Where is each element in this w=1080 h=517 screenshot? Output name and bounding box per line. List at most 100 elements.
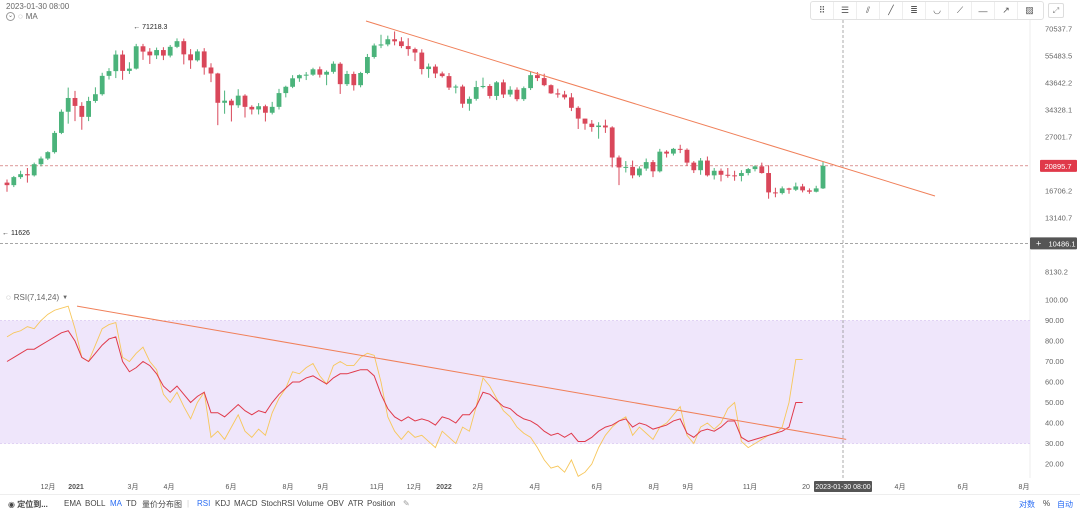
indicator-volume-profile[interactable]: 量价分布图 bbox=[142, 500, 182, 509]
candle-body bbox=[745, 169, 751, 174]
time-tick-label: 3月 bbox=[128, 483, 139, 491]
price-tick-label: 34328.1 bbox=[1045, 105, 1072, 114]
horizontal-lines-icon[interactable]: ☰ bbox=[834, 2, 857, 19]
rsi-tick-label: 30.00 bbox=[1045, 439, 1064, 448]
candle-body bbox=[623, 166, 629, 168]
fullscreen-icon[interactable]: ⤢ bbox=[1048, 3, 1064, 18]
ma-label[interactable]: MA bbox=[25, 12, 38, 21]
indicator-stochrsi[interactable]: StochRSI bbox=[261, 499, 295, 508]
drawing-toolbar: ⠿ ☰ ⫽ ╱ ≣ ◡ ⟋ — ↗ ▨ bbox=[810, 1, 1044, 20]
candle-body bbox=[154, 50, 159, 56]
candle-body bbox=[113, 54, 119, 72]
candle-body bbox=[820, 165, 826, 189]
rsi-tick-label: 40.00 bbox=[1045, 419, 1064, 428]
rsi-dropdown-icon[interactable]: ▼ bbox=[62, 294, 69, 301]
indicator-obv[interactable]: OBV bbox=[327, 499, 344, 508]
indicator-boll[interactable]: BOLL bbox=[85, 499, 106, 508]
candle-body bbox=[752, 166, 758, 170]
candle-body bbox=[242, 95, 248, 107]
candle-body bbox=[487, 85, 493, 96]
time-tick-label: 12月 bbox=[41, 483, 56, 491]
candle-body bbox=[310, 69, 316, 75]
candle-body bbox=[133, 46, 139, 69]
candle-body bbox=[140, 46, 146, 52]
candle-body bbox=[759, 166, 765, 174]
indicator-macd[interactable]: MACD bbox=[234, 499, 258, 508]
candle-body bbox=[297, 75, 302, 79]
candle-body bbox=[569, 97, 574, 108]
candle-body bbox=[426, 66, 431, 70]
crosshair-price-tag bbox=[1030, 237, 1077, 250]
candle-body bbox=[739, 173, 744, 176]
candle-body bbox=[106, 71, 112, 76]
indicator-kdj[interactable]: KDJ bbox=[215, 499, 231, 508]
image-icon[interactable]: ▨ bbox=[1025, 5, 1034, 15]
candle-body bbox=[93, 94, 98, 101]
candle-body bbox=[195, 51, 200, 61]
indicator-atr[interactable]: ATR bbox=[348, 499, 364, 508]
indicator-rsi[interactable]: RSI bbox=[197, 499, 211, 508]
indicator-ema[interactable]: EMA bbox=[64, 499, 82, 508]
ray-icon[interactable]: ⟋ bbox=[949, 2, 972, 19]
candle-body bbox=[494, 82, 499, 96]
candle-body bbox=[4, 182, 10, 186]
time-tick-label: 9月 bbox=[683, 483, 694, 491]
ma-collapse-icon[interactable]: ⌄ bbox=[6, 12, 15, 21]
time-tick-label: 6月 bbox=[592, 483, 603, 491]
rsi-line-rsi14 bbox=[6, 330, 803, 442]
rsi-tick-label: 20.00 bbox=[1045, 460, 1064, 469]
rsi-tick-label: 100.00 bbox=[1045, 296, 1068, 305]
price-tick-label: 27001.7 bbox=[1045, 132, 1072, 141]
ma-eye-icon[interactable]: ◌ bbox=[18, 12, 23, 21]
candle-body bbox=[548, 85, 554, 94]
locate-button[interactable]: ◉ 定位到... bbox=[8, 500, 48, 509]
time-tick-label: 11月 bbox=[370, 483, 384, 491]
time-tick-label: 9月 bbox=[318, 483, 329, 491]
arc-icon[interactable]: ◡ bbox=[926, 2, 949, 19]
price-tick-label: 8130.2 bbox=[1045, 268, 1068, 277]
candle-body bbox=[399, 41, 404, 47]
candle-body bbox=[358, 73, 363, 86]
candle-body bbox=[582, 118, 588, 124]
indicator-position[interactable]: Position bbox=[367, 499, 396, 508]
candle-body bbox=[419, 52, 425, 70]
fib-icon[interactable]: ≣ bbox=[903, 2, 926, 19]
candle-body bbox=[378, 44, 384, 46]
indicator-ma[interactable]: MA bbox=[110, 499, 122, 508]
price-tick-label: 70537.7 bbox=[1045, 25, 1072, 34]
candle-body bbox=[412, 49, 418, 53]
candle-body bbox=[317, 69, 323, 75]
indicator-volume[interactable]: Volume bbox=[297, 499, 324, 508]
auto-scale-toggle[interactable]: 自动 bbox=[1057, 500, 1073, 509]
time-tick-label: 2月 bbox=[473, 483, 484, 491]
candle-body bbox=[235, 95, 241, 106]
segment-icon[interactable]: — bbox=[972, 2, 995, 19]
log-scale-toggle[interactable]: 对数 bbox=[1019, 500, 1035, 509]
locate-label: 定位到... bbox=[17, 500, 48, 509]
candle-body bbox=[521, 88, 527, 100]
rsi-label[interactable]: RSI(7,14,24) bbox=[13, 293, 60, 302]
candle-body bbox=[725, 174, 731, 176]
candle-body bbox=[786, 188, 792, 190]
candle-body bbox=[514, 89, 520, 100]
arrow-line-icon[interactable]: ↗ bbox=[995, 2, 1018, 19]
rsi-trendline bbox=[76, 305, 847, 440]
candle-body bbox=[813, 188, 819, 192]
rsi-eye-icon[interactable]: ◌ bbox=[6, 293, 11, 302]
candle-body bbox=[732, 175, 737, 177]
percent-scale-toggle[interactable]: % bbox=[1043, 499, 1051, 508]
crosshair-time-label: 2023-01-30 08:00 bbox=[815, 484, 870, 491]
candle-body bbox=[609, 127, 615, 158]
rsi-tick-label: 50.00 bbox=[1045, 398, 1064, 407]
candle-body bbox=[31, 164, 37, 176]
candle-body bbox=[643, 162, 649, 169]
channel-icon[interactable]: ⫽ bbox=[857, 2, 880, 19]
trend-line-icon[interactable]: ╱ bbox=[880, 2, 903, 19]
edit-indicators-icon[interactable]: ✎ bbox=[403, 499, 410, 508]
price-tick-label: 55483.5 bbox=[1045, 51, 1072, 60]
indicator-td[interactable]: TD bbox=[126, 499, 137, 508]
drag-handle-icon[interactable]: ⠿ bbox=[811, 2, 834, 19]
price-tick-label: 43642.2 bbox=[1045, 78, 1072, 87]
